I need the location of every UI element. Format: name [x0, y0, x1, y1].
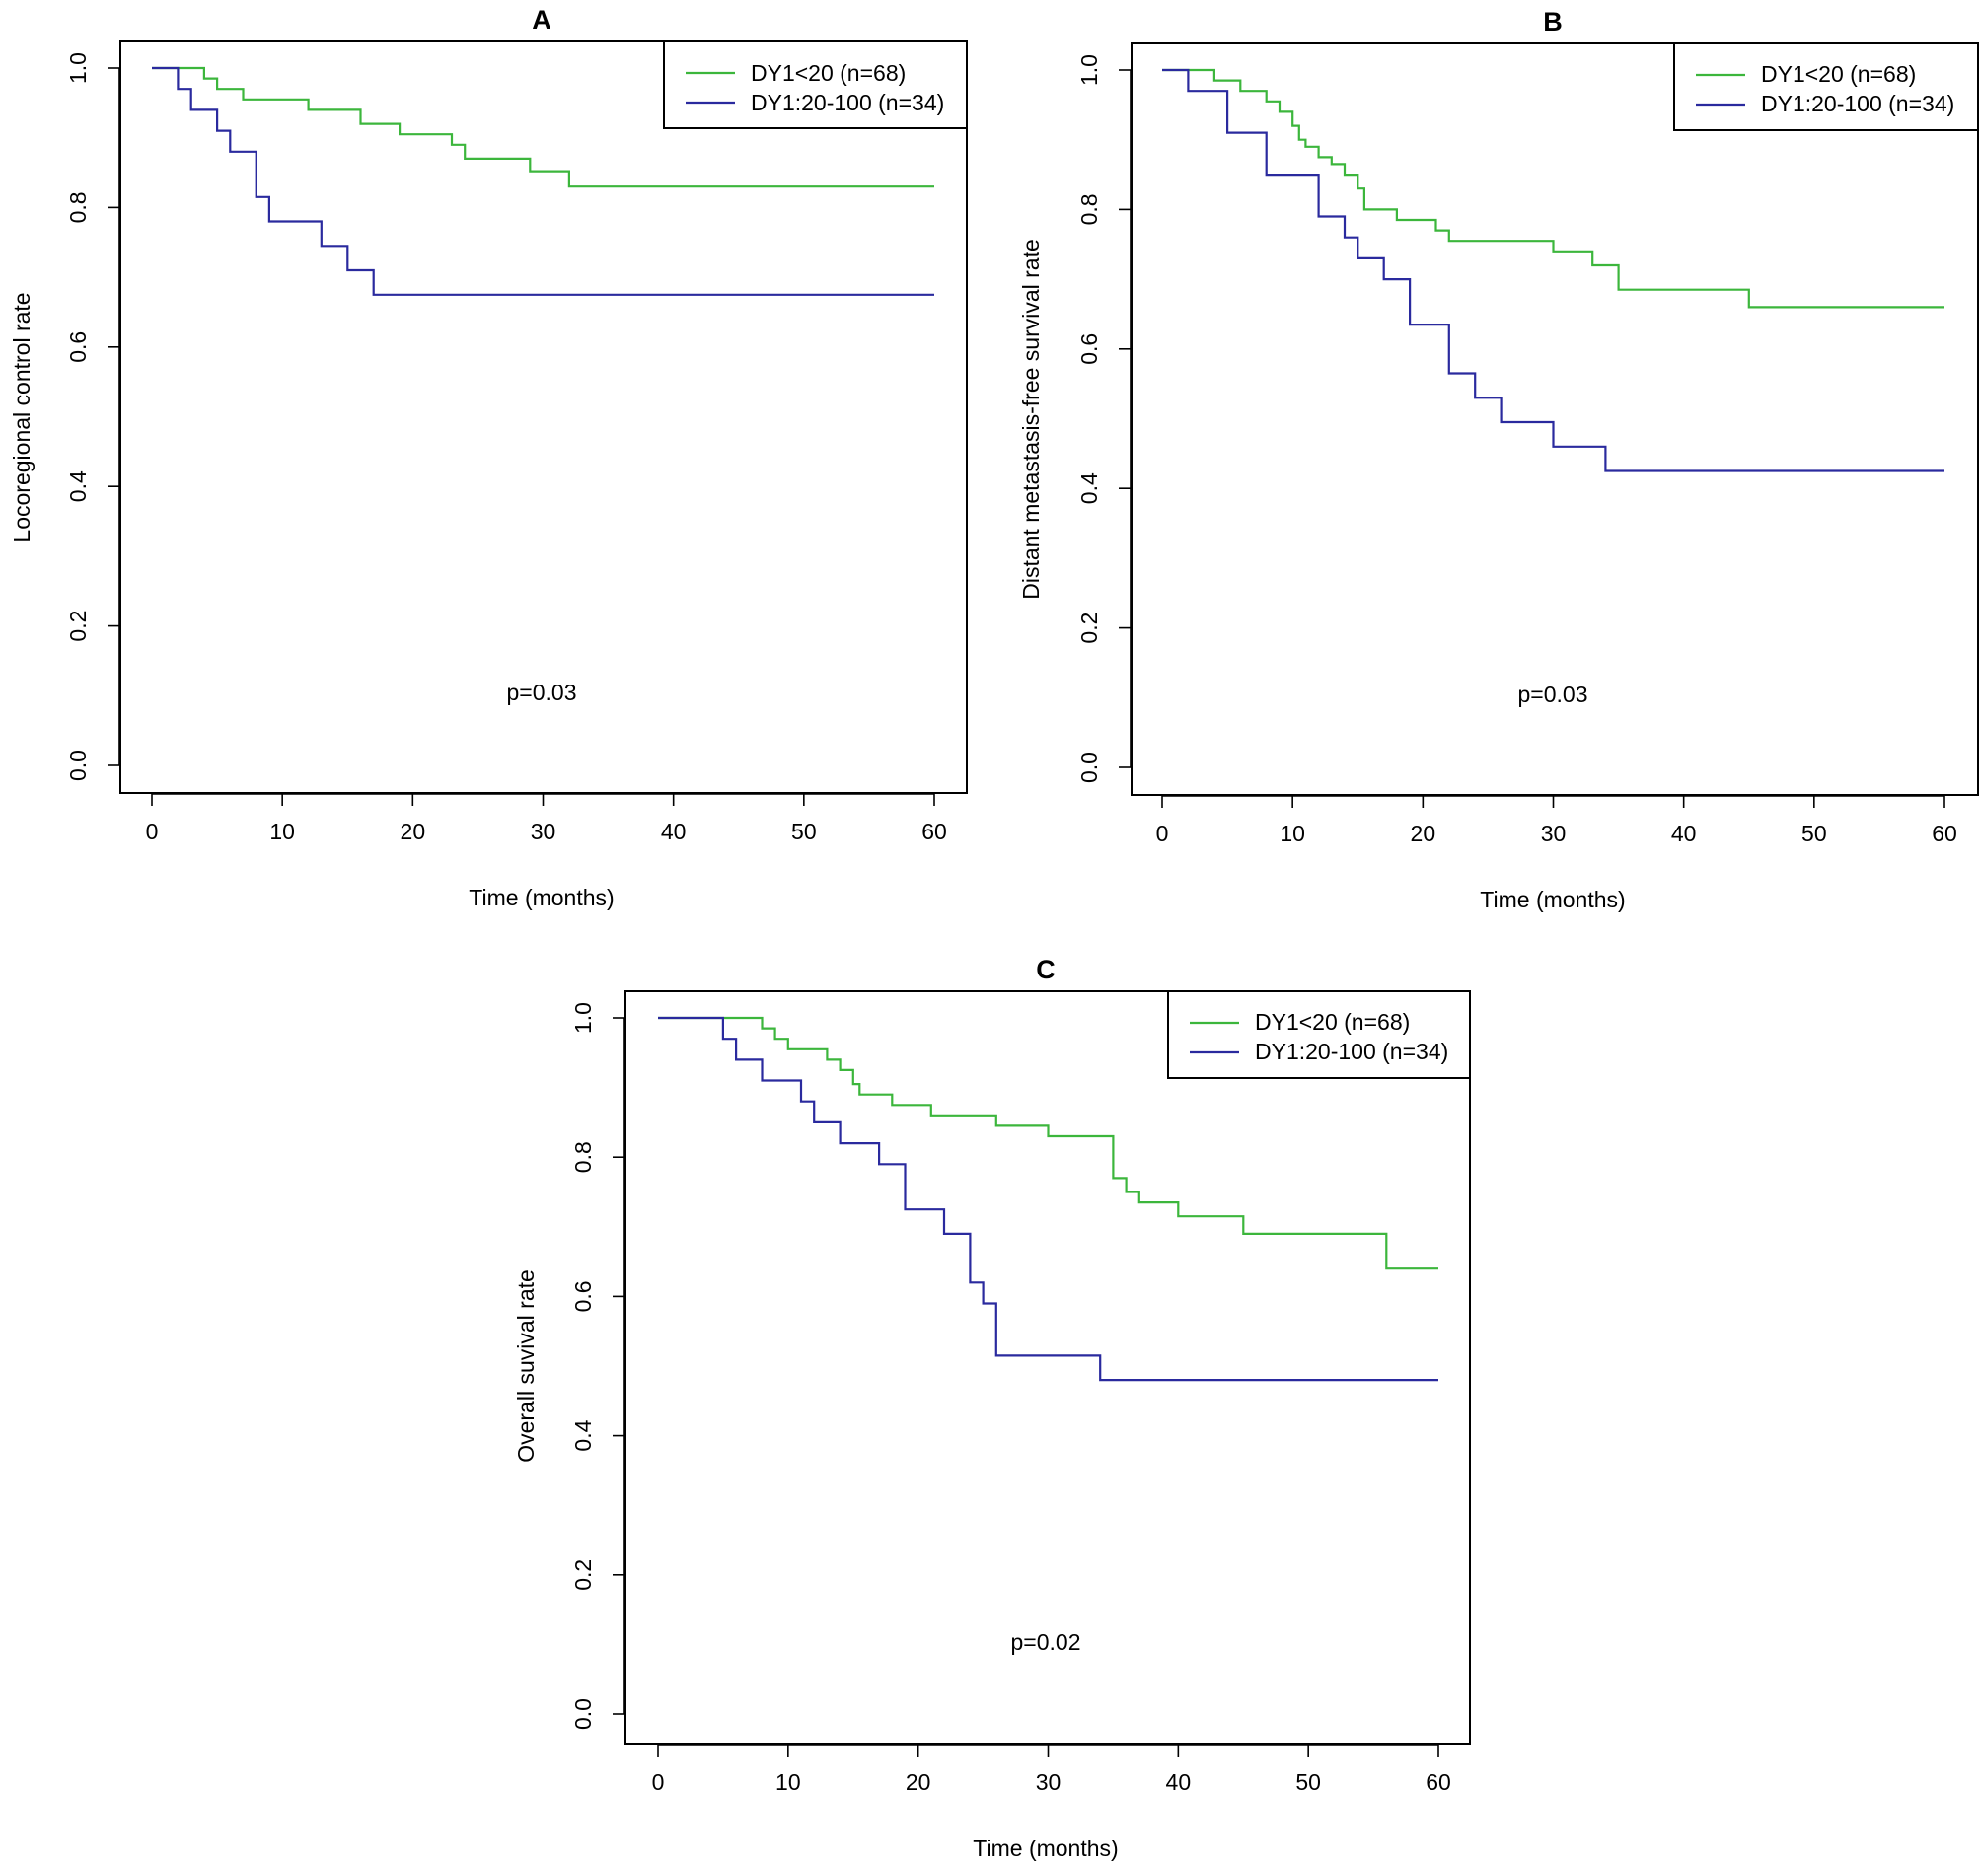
x-axis: 0 10 20 30 40 50 60	[1156, 795, 1957, 846]
p-value-annotation: p=0.02	[1011, 1629, 1081, 1655]
legend-label-series-2: DY1:20-100 (n=34)	[1761, 91, 1954, 116]
panel-title: C	[1036, 955, 1056, 984]
x-axis: 0 10 20 30 40 50 60	[652, 1744, 1451, 1795]
y-axis: 0.0 0.2 0.4 0.6 0.8 1.0	[570, 1002, 625, 1730]
legend-label-series-1: DY1<20 (n=68)	[1255, 1009, 1410, 1035]
y-axis: 0.0 0.2 0.4 0.6 0.8 1.0	[1076, 54, 1132, 783]
x-tick-label: 30	[531, 819, 556, 844]
legend-label-series-2: DY1:20-100 (n=34)	[1255, 1039, 1448, 1064]
y-tick-label: 1.0	[570, 1002, 596, 1034]
x-tick-label: 0	[146, 819, 159, 844]
y-tick-label: 0.4	[570, 1419, 596, 1451]
x-tick-label: 50	[1801, 821, 1827, 846]
legend-label-series-2: DY1:20-100 (n=34)	[751, 90, 944, 115]
x-tick-label: 30	[1036, 1769, 1062, 1795]
y-axis: 0.0 0.2 0.4 0.6 0.8 1.0	[65, 52, 120, 781]
y-axis-label: Overall suvival rate	[513, 1269, 539, 1463]
x-tick-label: 0	[652, 1769, 665, 1795]
x-tick-label: 40	[1166, 1769, 1192, 1795]
survival-curve-series-1	[658, 1016, 1438, 1270]
survival-curve-series-1	[1162, 68, 1944, 309]
y-tick-label: 0.6	[65, 331, 91, 363]
y-tick-label: 0.6	[570, 1280, 596, 1312]
x-tick-label: 30	[1541, 821, 1567, 846]
panel-b: B Distant metastasis-free survival rate …	[1018, 7, 1979, 912]
x-tick-label: 20	[1411, 821, 1436, 846]
x-axis-label: Time (months)	[973, 1836, 1118, 1861]
y-axis-label: Distant metastasis-free survival rate	[1018, 239, 1044, 600]
x-tick-label: 40	[1671, 821, 1697, 846]
x-tick-label: 10	[1280, 821, 1305, 846]
panel-c: C Overall suvival rate Time (months) p=0…	[513, 955, 1471, 1861]
plot-frame	[624, 990, 1471, 1745]
y-tick-label: 0.0	[1076, 752, 1102, 783]
y-tick-label: 0.0	[570, 1698, 596, 1730]
x-tick-label: 60	[1426, 1769, 1451, 1795]
survival-curve-series-2	[152, 66, 934, 296]
x-tick-label: 10	[269, 819, 295, 844]
panel-title: B	[1543, 7, 1563, 36]
panel-title: A	[532, 5, 551, 35]
legend-box	[1673, 42, 1979, 131]
x-tick-label: 50	[1295, 1769, 1321, 1795]
y-tick-label: 0.8	[1076, 193, 1102, 225]
x-tick-label: 20	[906, 1769, 931, 1795]
x-tick-label: 60	[921, 819, 947, 844]
y-tick-label: 0.4	[1076, 472, 1102, 504]
x-axis-label: Time (months)	[469, 885, 614, 910]
x-tick-label: 20	[401, 819, 426, 844]
survival-curve-series-1	[152, 66, 934, 188]
y-tick-label: 0.8	[570, 1141, 596, 1173]
x-tick-label: 10	[775, 1769, 801, 1795]
y-tick-label: 0.8	[65, 191, 91, 223]
legend-label-series-1: DY1<20 (n=68)	[751, 60, 906, 86]
y-tick-label: 0.0	[65, 750, 91, 781]
legend-box	[1167, 990, 1471, 1079]
y-tick-label: 1.0	[1076, 54, 1102, 86]
y-tick-label: 0.4	[65, 470, 91, 502]
y-tick-label: 1.0	[65, 52, 91, 84]
p-value-annotation: p=0.03	[1518, 682, 1588, 707]
y-tick-label: 0.2	[1076, 613, 1102, 644]
x-tick-label: 40	[661, 819, 687, 844]
survival-curve-series-2	[1162, 68, 1944, 472]
survival-curve-series-2	[658, 1016, 1438, 1382]
x-axis: 0 10 20 30 40 50 60	[146, 793, 947, 844]
plot-frame	[1131, 42, 1979, 796]
p-value-annotation: p=0.03	[507, 680, 577, 705]
panel-a: A Locoregional control rate Time (months…	[9, 5, 968, 910]
y-axis-label: Locoregional control rate	[9, 292, 35, 541]
legend-label-series-1: DY1<20 (n=68)	[1761, 61, 1916, 87]
plot-frame	[119, 40, 968, 794]
y-tick-label: 0.2	[570, 1559, 596, 1591]
x-tick-label: 50	[791, 819, 817, 844]
y-tick-label: 0.2	[65, 611, 91, 642]
x-tick-label: 0	[1156, 821, 1169, 846]
x-axis-label: Time (months)	[1480, 887, 1625, 912]
y-tick-label: 0.6	[1076, 333, 1102, 365]
x-tick-label: 60	[1932, 821, 1957, 846]
legend-box	[663, 40, 968, 129]
